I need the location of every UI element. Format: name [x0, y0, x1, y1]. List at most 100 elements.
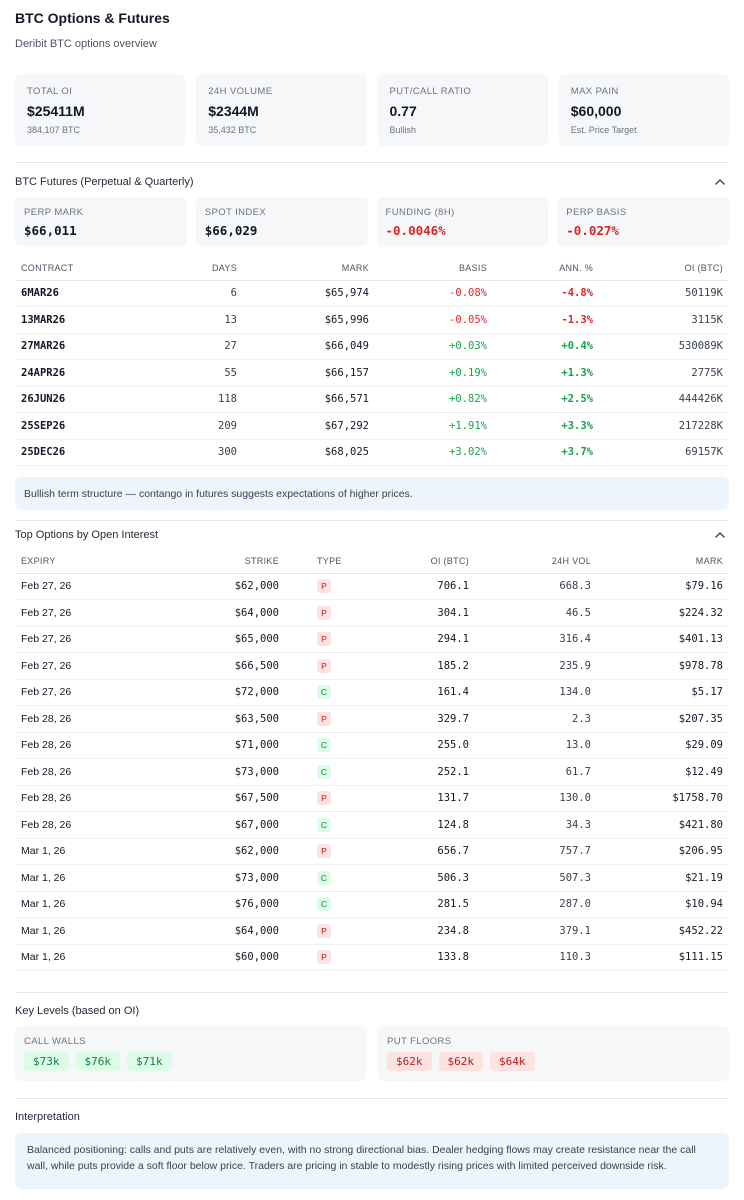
call-badge: C — [317, 764, 331, 779]
col-header[interactable]: OI (BTC) — [375, 549, 475, 574]
col-header[interactable]: MARK — [597, 549, 729, 574]
col-header[interactable]: 24H VOL — [475, 549, 597, 574]
expiry-cell: Feb 28, 26 — [15, 732, 165, 759]
put-badge: P — [317, 791, 331, 806]
col-header[interactable]: CONTRACT — [15, 256, 145, 281]
strike-cell: $60,000 — [165, 944, 285, 971]
volume-cell: 379.1 — [475, 917, 597, 945]
option-row[interactable]: Feb 28, 26 $67,500 P 131.7 130.0 $1758.70 — [15, 785, 729, 812]
type-cell: P — [285, 917, 375, 945]
type-cell: C — [285, 864, 375, 892]
expiry-cell: Feb 28, 26 — [15, 705, 165, 733]
expiry-cell: Feb 27, 26 — [15, 679, 165, 706]
option-row[interactable]: Feb 28, 26 $67,000 C 124.8 34.3 $421.80 — [15, 811, 729, 839]
put-badge: P — [317, 658, 331, 673]
type-cell: P — [285, 599, 375, 627]
mark-cell: $66,157 — [243, 359, 375, 387]
oi-cell: 161.4 — [375, 679, 475, 706]
card-value: -0.0046% — [385, 223, 446, 238]
col-header[interactable]: MARK — [243, 256, 375, 281]
days-cell: 6 — [145, 280, 243, 307]
option-row[interactable]: Feb 27, 26 $66,500 P 185.2 235.9 $978.78 — [15, 652, 729, 680]
futures-row[interactable]: 27MAR26 27 $66,049 +0.03% +0.4% 530089K — [15, 333, 729, 360]
annualized-cell: -1.3% — [493, 306, 599, 334]
col-header[interactable]: TYPE — [285, 549, 375, 574]
volume-cell: 110.3 — [475, 944, 597, 971]
futures-row[interactable]: 13MAR26 13 $65,996 -0.05% -1.3% 3115K — [15, 306, 729, 334]
oi-cell: 706.1 — [375, 573, 475, 600]
type-cell: P — [285, 705, 375, 733]
option-row[interactable]: Mar 1, 26 $62,000 P 656.7 757.7 $206.95 — [15, 838, 729, 865]
volume-cell: 46.5 — [475, 599, 597, 627]
futures-row[interactable]: 24APR26 55 $66,157 +0.19% +1.3% 2775K — [15, 359, 729, 387]
page-subtitle: Deribit BTC options overview — [15, 38, 157, 50]
contract-cell: 13MAR26 — [15, 306, 145, 334]
mark-cell: $10.94 — [597, 891, 729, 918]
volume-cell: 668.3 — [475, 573, 597, 600]
option-row[interactable]: Feb 27, 26 $62,000 P 706.1 668.3 $79.16 — [15, 573, 729, 600]
col-header[interactable]: EXPIRY — [15, 549, 165, 574]
option-row[interactable]: Mar 1, 26 $76,000 C 281.5 287.0 $10.94 — [15, 891, 729, 918]
col-header[interactable]: ANN. % — [493, 256, 599, 281]
option-row[interactable]: Feb 28, 26 $71,000 C 255.0 13.0 $29.09 — [15, 732, 729, 759]
volume-cell: 757.7 — [475, 838, 597, 865]
options-section-title: Top Options by Open Interest — [15, 529, 159, 541]
oi-cell: 329.7 — [375, 705, 475, 733]
card-value: -0.027% — [566, 223, 619, 238]
oi-cell: 255.0 — [375, 732, 475, 759]
stat-max-pain: MAX PAIN $60,000 Est. Price Target — [558, 74, 729, 146]
oi-cell: 124.8 — [375, 811, 475, 839]
col-header[interactable]: BASIS — [375, 256, 493, 281]
volume-cell: 235.9 — [475, 652, 597, 680]
card-value: $66,029 — [204, 223, 258, 238]
stat-value: 0.77 — [389, 103, 417, 119]
type-cell: P — [285, 785, 375, 812]
volume-cell: 130.0 — [475, 785, 597, 812]
futures-row[interactable]: 26JUN26 118 $66,571 +0.82% +2.5% 444426K — [15, 386, 729, 413]
mark-cell: $29.09 — [597, 732, 729, 759]
futures-row[interactable]: 6MAR26 6 $65,974 -0.08% -4.8% 50119K — [15, 280, 729, 307]
chevron-up-icon[interactable] — [714, 529, 726, 541]
mark-cell: $978.78 — [597, 652, 729, 680]
col-header[interactable]: DAYS — [145, 256, 243, 281]
days-cell: 27 — [145, 333, 243, 360]
strike-cell: $73,000 — [165, 864, 285, 892]
option-row[interactable]: Feb 27, 26 $65,000 P 294.1 316.4 $401.13 — [15, 626, 729, 653]
volume-cell: 134.0 — [475, 679, 597, 706]
col-header[interactable]: STRIKE — [165, 549, 285, 574]
option-row[interactable]: Mar 1, 26 $64,000 P 234.8 379.1 $452.22 — [15, 917, 729, 945]
stat-value: $25411M — [27, 103, 85, 119]
call-badge: C — [317, 738, 331, 753]
oi-cell: 304.1 — [375, 599, 475, 627]
stat-value: $2344M — [208, 103, 259, 119]
col-header[interactable]: OI (BTC) — [599, 256, 729, 281]
mark-cell: $224.32 — [597, 599, 729, 627]
futures-row[interactable]: 25SEP26 209 $67,292 +1.91% +3.3% 217228K — [15, 412, 729, 440]
futures-row[interactable]: 25DEC26 300 $68,025 +3.02% +3.7% 69157K — [15, 439, 729, 466]
call-badge: C — [317, 897, 331, 912]
option-row[interactable]: Feb 27, 26 $72,000 C 161.4 134.0 $5.17 — [15, 679, 729, 706]
option-row[interactable]: Feb 28, 26 $63,500 P 329.7 2.3 $207.35 — [15, 705, 729, 733]
futures-header-row: CONTRACT DAYS MARK BASIS ANN. % OI (BTC) — [15, 256, 729, 281]
stat-sub: 35,432 BTC — [208, 125, 257, 135]
card-value: $66,011 — [24, 223, 77, 238]
mark-cell: $65,996 — [243, 306, 375, 334]
strike-cell: $67,500 — [165, 785, 285, 812]
mark-cell: $65,974 — [243, 280, 375, 307]
oi-cell: 69157K — [599, 439, 729, 466]
option-row[interactable]: Feb 28, 26 $73,000 C 252.1 61.7 $12.49 — [15, 758, 729, 786]
stat-sub: Bullish — [389, 125, 417, 135]
stat-24h-volume: 24H VOLUME $2344M 35,432 BTC — [196, 74, 367, 146]
stat-label: 24H VOLUME — [208, 86, 273, 97]
strike-cell: $62,000 — [165, 573, 285, 600]
option-row[interactable]: Feb 27, 26 $64,000 P 304.1 46.5 $224.32 — [15, 599, 729, 627]
option-row[interactable]: Mar 1, 26 $60,000 P 133.8 110.3 $111.15 — [15, 944, 729, 971]
contract-cell: 27MAR26 — [15, 333, 145, 360]
chevron-up-icon[interactable] — [714, 176, 726, 188]
oi-cell: 133.8 — [375, 944, 475, 971]
strike-cell: $63,500 — [165, 705, 285, 733]
type-cell: P — [285, 944, 375, 971]
oi-cell: 2775K — [599, 359, 729, 387]
option-row[interactable]: Mar 1, 26 $73,000 C 506.3 507.3 $21.19 — [15, 864, 729, 892]
basis-cell: -0.08% — [375, 280, 493, 307]
